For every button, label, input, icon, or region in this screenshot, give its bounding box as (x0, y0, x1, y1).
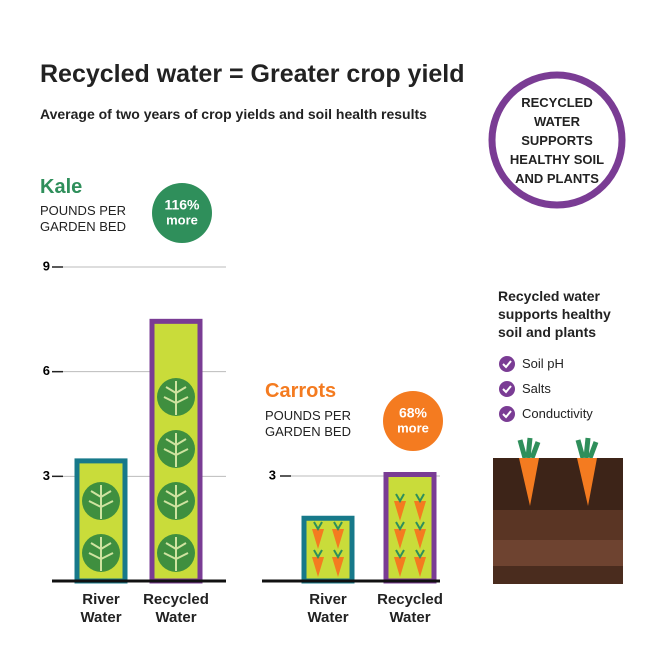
bar (383, 472, 437, 584)
annotation: 116% (164, 197, 200, 213)
carrot-icon (394, 529, 406, 549)
kale-vein (163, 381, 189, 415)
annotation-badge (383, 391, 443, 451)
carrot-icon (332, 557, 344, 577)
kale-vein (88, 537, 114, 571)
carrot-icon (394, 557, 406, 577)
carrot-icon (312, 529, 324, 549)
carrot-leaf (333, 549, 343, 560)
carrot-leaf (395, 493, 405, 504)
y-axis-label: POUNDS PER GARDEN BED (40, 203, 126, 234)
annotation: 68% (399, 405, 428, 421)
carrot-leaf (415, 521, 425, 532)
y-axis-label: POUNDS PER GARDEN BED (265, 408, 351, 439)
kale-vein (163, 433, 189, 467)
x-tick-label: Recycled Water (143, 591, 209, 626)
badge-text: RECYCLED WATER SUPPORTS HEALTHY SOIL AND… (509, 94, 605, 186)
annotation-sub: more (397, 420, 429, 435)
kale-vein (88, 485, 114, 519)
chart-title: Kale (40, 176, 83, 198)
carrot-icon (394, 501, 406, 521)
check-item: Soil pH (522, 356, 564, 371)
carrot-icon (414, 529, 426, 549)
annotation-badge (152, 183, 212, 243)
panel-heading: Recycled water supports healthy soil and… (498, 288, 611, 340)
carrot-leaf (313, 549, 323, 560)
carrot-leaf (333, 521, 343, 532)
carrot-leaf (415, 549, 425, 560)
carrot-leaf (415, 493, 425, 504)
soil-illustration (493, 437, 623, 584)
y-tick-label: 6 (43, 363, 50, 378)
check-item: Salts (522, 381, 551, 396)
y-tick-label: 3 (43, 468, 50, 483)
y-tick-label: 3 (269, 467, 276, 482)
carrot-leaf (395, 521, 405, 532)
chart-title: Carrots (265, 380, 337, 402)
title: Recycled water = Greater crop yield (40, 60, 465, 88)
carrot-leaf (313, 521, 323, 532)
carrot-icon (414, 557, 426, 577)
carrot-icon (332, 529, 344, 549)
badge-ring (488, 71, 626, 209)
x-tick-label: Recycled Water (377, 591, 443, 626)
y-tick-label: 9 (43, 258, 50, 273)
kale-vein (163, 537, 189, 571)
annotation-sub: more (166, 212, 198, 227)
carrot-leaf (395, 549, 405, 560)
check-item: Conductivity (522, 406, 593, 421)
bar (301, 515, 355, 584)
x-tick-label: River Water (80, 591, 122, 626)
carrot-icon (414, 501, 426, 521)
x-tick-label: River Water (307, 591, 349, 626)
kale-vein (163, 485, 189, 519)
subtitle: Average of two years of crop yields and … (40, 106, 427, 122)
checks (499, 356, 515, 422)
carrot-icon (312, 557, 324, 577)
